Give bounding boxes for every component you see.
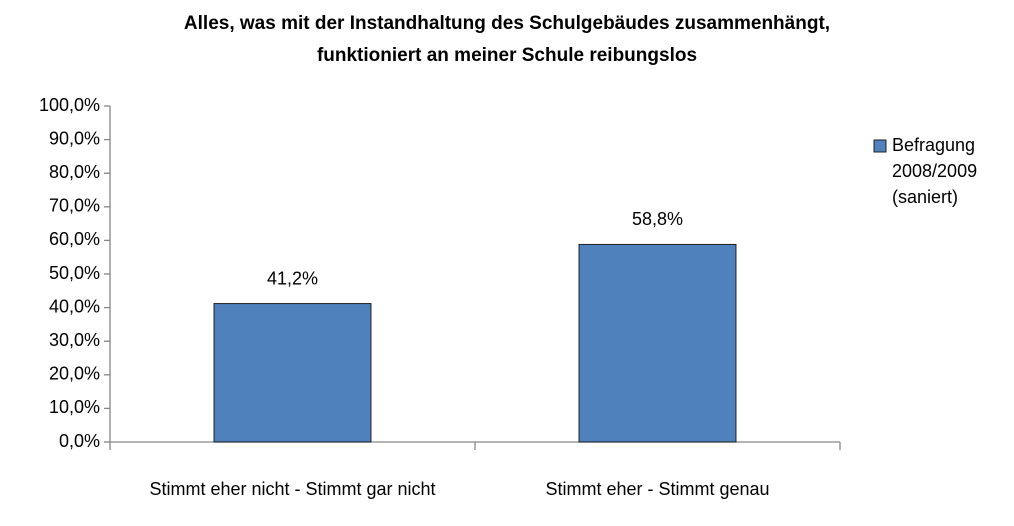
bar — [578, 243, 737, 443]
y-tick-label: 60,0% — [49, 229, 100, 249]
data-label: 58,8% — [632, 209, 683, 229]
y-tick-label: 20,0% — [49, 364, 100, 384]
y-tick-label: 90,0% — [49, 128, 100, 148]
y-tick-label: 30,0% — [49, 330, 100, 350]
y-tick-label: 50,0% — [49, 263, 100, 283]
y-tick-label: 80,0% — [49, 162, 100, 182]
y-tick-label: 10,0% — [49, 397, 100, 417]
legend-label: Befragung 2008/2009 (saniert) — [892, 135, 977, 207]
x-tick-label: Stimmt eher - Stimmt genau — [545, 479, 769, 499]
legend-swatch — [873, 139, 887, 153]
y-tick-label: 70,0% — [49, 196, 100, 216]
y-tick-label: 0,0% — [59, 431, 100, 451]
x-tick-label: Stimmt eher nicht - Stimmt gar nicht — [149, 479, 435, 499]
bar — [213, 303, 372, 443]
data-label: 41,2% — [267, 268, 318, 288]
y-tick-label: 40,0% — [49, 296, 100, 316]
y-tick-label: 100,0% — [39, 95, 100, 115]
chart-title: Alles, was mit der Instandhaltung des Sc… — [184, 13, 830, 66]
